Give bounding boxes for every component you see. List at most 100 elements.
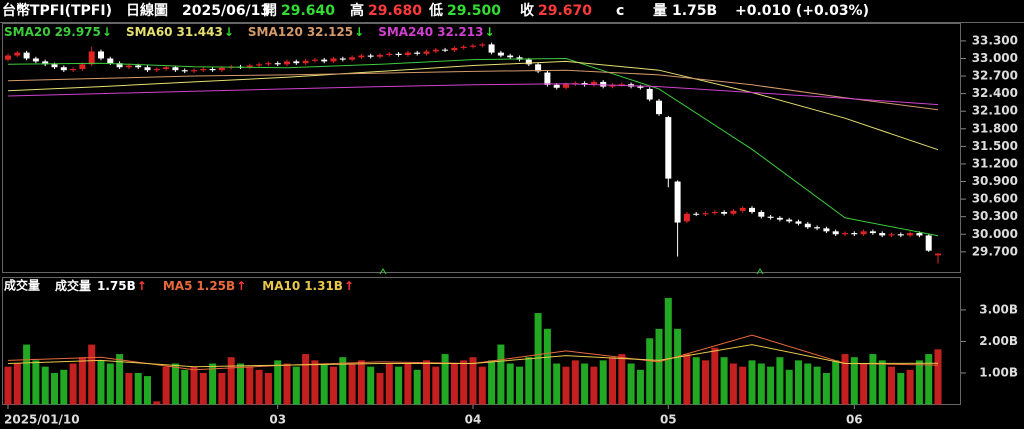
volume-bar [553, 363, 561, 405]
x-tick-label: 06 [846, 413, 863, 427]
y-tick-label: 29.700 [972, 244, 1018, 258]
volume-bar [599, 360, 607, 405]
candle-body [116, 63, 123, 68]
header: 台幣TPFI(TPFI) 日線圖 2025/06/13 開 29.640 高 2… [2, 2, 869, 19]
candle-body [414, 52, 421, 54]
volume-bar [450, 363, 458, 405]
candle-body [814, 227, 821, 229]
high-value: 29.680 [368, 3, 422, 19]
volume-bar [97, 360, 105, 405]
volume-bar [209, 363, 217, 405]
volume-bar [144, 376, 151, 405]
candle-body [246, 65, 253, 68]
candle-body [935, 253, 941, 256]
volume-bar [162, 366, 170, 405]
candle-body [516, 57, 523, 60]
volume-bar [785, 369, 793, 405]
low-label: 低 [428, 2, 443, 19]
volume-bar [302, 354, 310, 405]
candle-body [683, 213, 690, 222]
volume-bar [218, 372, 226, 405]
period: 日線圖 [126, 2, 168, 19]
candle-body [609, 84, 616, 87]
volume-bar [330, 366, 337, 405]
candle-body [842, 233, 848, 235]
volume-bar [934, 349, 942, 405]
volume-bar [590, 366, 598, 405]
legend-arrow: ↓ [354, 25, 364, 39]
legend-value: 31.443 [177, 25, 223, 39]
volume-bar [618, 354, 626, 405]
volume-bar [199, 372, 207, 405]
candle-body [321, 59, 328, 62]
y-tick-label: 31.500 [972, 139, 1018, 153]
marker [379, 268, 387, 275]
candle-body [590, 81, 597, 85]
candle-body [711, 211, 718, 214]
volume-value: 1.75B [672, 3, 717, 19]
candle-body [256, 64, 263, 66]
volume-bar [106, 363, 114, 405]
candle-body [451, 47, 458, 51]
candle-body [470, 45, 476, 47]
volume-bar [4, 366, 12, 405]
legend-name: SMA20 [4, 25, 51, 39]
candle-body [879, 233, 886, 236]
candle-body [395, 53, 402, 55]
volume-bar [227, 357, 235, 405]
candle-body [14, 52, 21, 56]
candle-body [209, 69, 216, 71]
volume-bar [237, 363, 244, 405]
volume-title: 成交量 [4, 278, 40, 293]
legend-value: 32.213 [437, 25, 483, 39]
volume-bar [274, 360, 282, 405]
candle-body [916, 233, 923, 236]
volume-bar [264, 372, 272, 405]
candle-body [730, 210, 737, 214]
candle-body [693, 213, 700, 215]
volume-bar [702, 360, 709, 405]
volume-bar [339, 357, 347, 405]
y-tick-label: 31.800 [972, 121, 1018, 135]
candle-body [525, 59, 532, 65]
volume-bar [822, 372, 830, 405]
y-tick-label: 33.000 [972, 51, 1018, 65]
volume-bar [869, 354, 877, 405]
legend-arrow: ↑ [344, 279, 354, 293]
candle-body [265, 63, 272, 65]
volume-bar [897, 372, 905, 405]
candle-body [897, 234, 904, 236]
volume-bar [32, 360, 40, 405]
volume-bar [153, 401, 161, 405]
candle-body [172, 67, 179, 71]
volume-bar [367, 366, 375, 405]
y-tick-label: 1.00B [979, 365, 1018, 379]
candle-body [60, 67, 67, 71]
candle-body [739, 207, 746, 211]
y-tick-label: 32.400 [972, 86, 1018, 100]
candle-body [311, 59, 318, 61]
volume-bar [432, 366, 440, 405]
volume-bar [23, 344, 31, 405]
volume-bar [478, 366, 486, 405]
volume-bar [395, 366, 403, 405]
candle-body [637, 86, 644, 88]
candle-body [804, 223, 811, 228]
legend-arrow: ↓ [484, 25, 494, 39]
candle-body [70, 69, 77, 71]
volume-bar [255, 369, 263, 405]
symbol: 台幣TPFI(TPFI) [2, 2, 112, 19]
moving-average-line [7, 69, 939, 111]
legend-arrow: ↓ [102, 25, 112, 39]
y-tick-label: 3.00B [979, 302, 1018, 316]
candle-body [786, 219, 793, 222]
close-value: 29.670 [538, 3, 592, 19]
volume-bar [292, 366, 300, 405]
candle-body [749, 207, 755, 212]
candle-body [600, 81, 607, 87]
candle-body [497, 52, 504, 56]
open-label: 開 [263, 3, 277, 19]
moving-average-line [7, 57, 939, 237]
candle-body [442, 49, 449, 51]
